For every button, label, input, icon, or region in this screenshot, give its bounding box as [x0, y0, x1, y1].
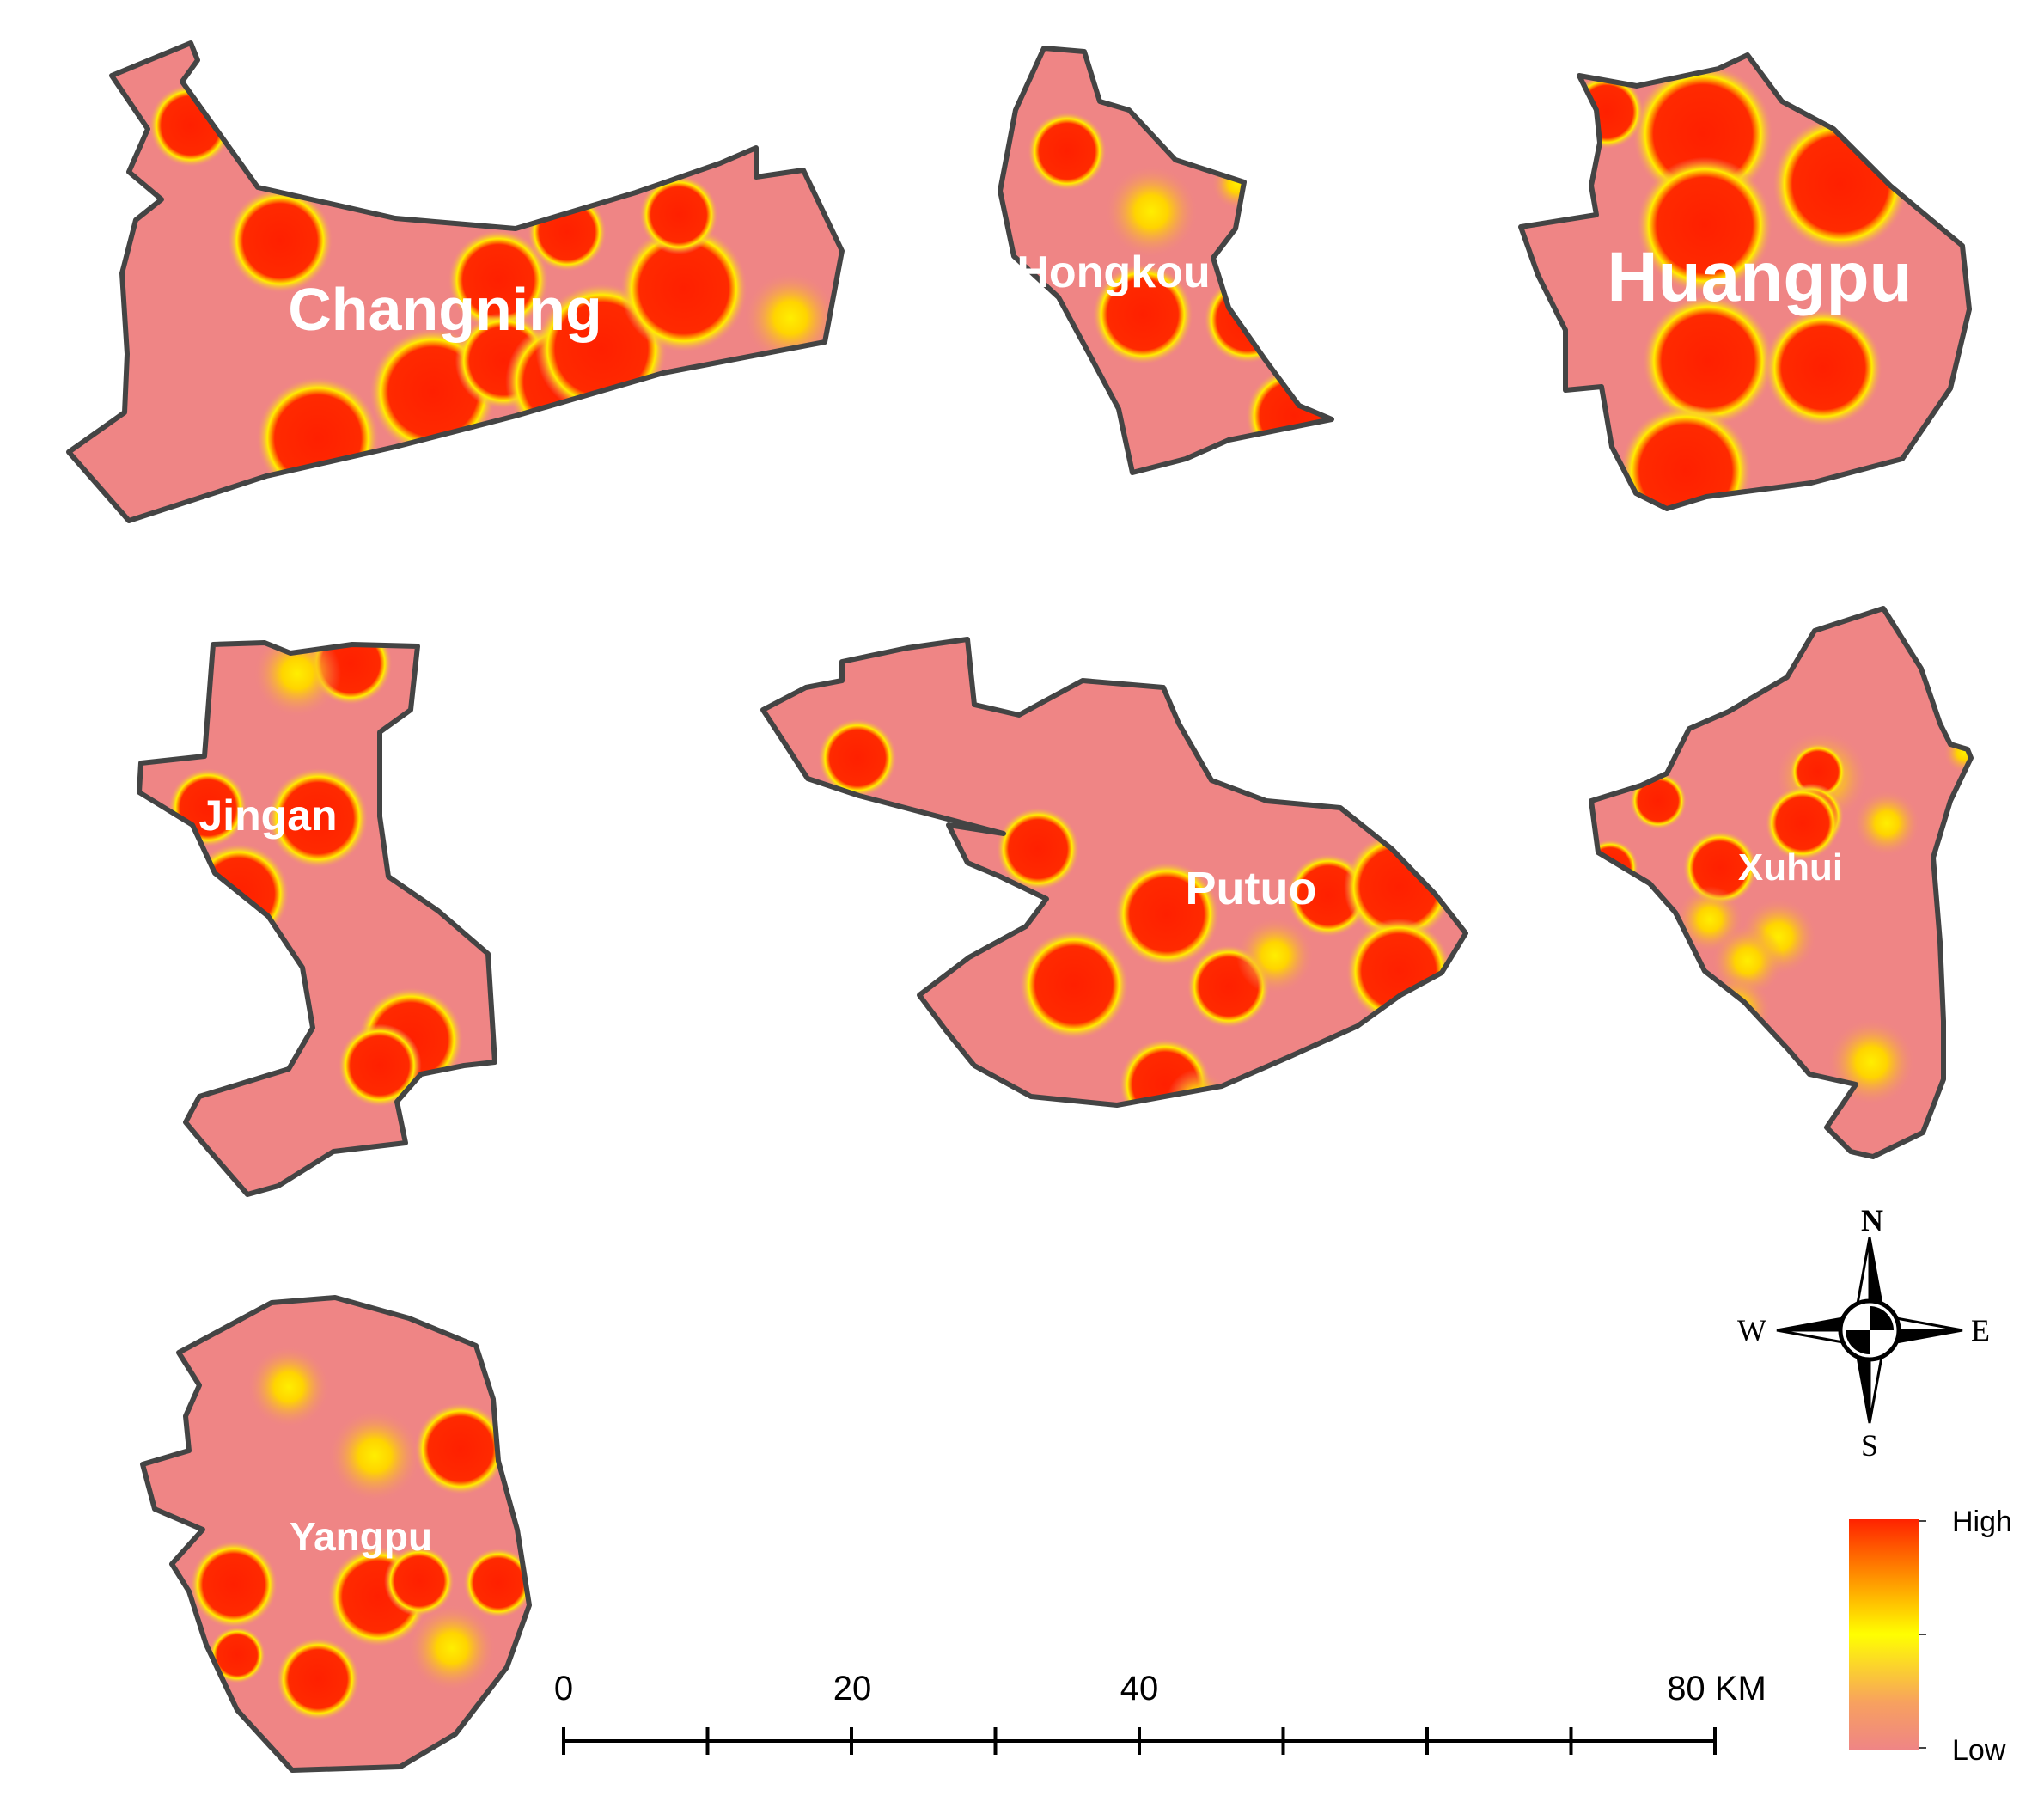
- hotspot-huangpu-3: [1642, 295, 1774, 427]
- hotspot-jingan-6: [338, 1023, 422, 1108]
- hotspot-huangpu-1: [1636, 156, 1773, 294]
- district-label-changning: Changning: [288, 276, 601, 343]
- hotspot-putuo-1: [996, 807, 1080, 891]
- hotspot-hongkou-0: [1027, 111, 1107, 192]
- hotspot-xuhui-12: [1629, 772, 1687, 830]
- district-boundary-changning: [66, 40, 845, 523]
- district-xuhui: [1589, 606, 1974, 1159]
- hotspot-hongkou-5: [1211, 158, 1263, 210]
- legend-low-label: Low: [1952, 1734, 2006, 1767]
- district-boundary-huangpu: [1518, 52, 1972, 511]
- hotspot-huangpu-4: [1763, 308, 1883, 428]
- district-label-xuhui: Xuhui: [1738, 846, 1843, 889]
- hotspot-putuo-0: [817, 718, 898, 798]
- district-putuo: [760, 637, 1468, 1108]
- hotspot-changning-1: [227, 187, 333, 294]
- hotspot-yangpu-2: [414, 1402, 507, 1495]
- hotspot-jingan-1: [253, 643, 341, 718]
- hotspot-yangpu-7: [408, 1604, 496, 1692]
- hotspot-yangpu-0: [247, 1346, 330, 1428]
- hotspot-putuo-10: [1167, 1069, 1229, 1105]
- hotspot-xuhui-3: [1591, 839, 1639, 897]
- compass-icon: N S W E: [1737, 1203, 1990, 1463]
- hotspot-xuhui-5: [1765, 785, 1840, 861]
- hotspot-yangpu-1: [328, 1409, 421, 1502]
- scale-bar: 0 20 40 80 KM: [554, 1670, 1766, 1755]
- district-label-yangpu: Yangpu: [290, 1514, 432, 1559]
- hotspot-xuhui-6: [1853, 790, 1920, 857]
- district-boundary-xuhui: [1589, 606, 1974, 1159]
- hotspot-xuhui-4: [1682, 830, 1758, 906]
- hotspot-changning-2: [256, 376, 380, 500]
- hotspot-changning-10: [638, 174, 719, 255]
- district-changning: [66, 40, 845, 523]
- hotspot-yangpu-8: [276, 1637, 360, 1721]
- district-jingan: [137, 640, 497, 1197]
- district-label-huangpu: Huangpu: [1607, 238, 1912, 316]
- hotspot-hongkou-1: [1105, 165, 1198, 258]
- compass-north: N: [1861, 1203, 1883, 1237]
- hotspot-yangpu-3: [189, 1540, 278, 1629]
- scale-label-40: 40: [1120, 1670, 1159, 1707]
- hotspot-putuo-8: [1345, 918, 1452, 1024]
- hotspot-putuo-9: [1119, 1038, 1211, 1105]
- hotspot-putuo-5: [1236, 917, 1314, 994]
- legend-high-label: High: [1952, 1506, 2012, 1538]
- legend: High Low: [1849, 1506, 2012, 1767]
- district-huangpu: [1518, 52, 1972, 511]
- compass-south: S: [1861, 1428, 1878, 1463]
- district-label-putuo: Putuo: [1186, 863, 1317, 914]
- compass-east: E: [1971, 1313, 1990, 1347]
- district-yangpu: [140, 1295, 532, 1773]
- hotspot-xuhui-10: [1699, 974, 1772, 1047]
- hotspot-yangpu-6: [463, 1548, 529, 1618]
- hotspot-yangpu-5: [384, 1546, 455, 1616]
- district-label-jingan: Jingan: [198, 791, 337, 840]
- district-boundary-yangpu: [140, 1295, 532, 1773]
- district-boundary-hongkou: [998, 46, 1334, 475]
- compass-west: W: [1737, 1313, 1766, 1347]
- district-label-hongkou: Hongkou: [1016, 247, 1210, 297]
- hotspot-huangpu-5: [1620, 405, 1752, 509]
- scale-label-0: 0: [554, 1670, 573, 1707]
- scale-label-80: 80 KM: [1667, 1670, 1766, 1707]
- hotspot-hongkou-2: [1092, 264, 1193, 365]
- hotspot-changning-9: [619, 224, 748, 353]
- hotspot-putuo-3: [1019, 930, 1129, 1040]
- hotspot-changning-11: [744, 272, 837, 364]
- hotspot-yangpu-9: [208, 1626, 266, 1684]
- district-boundary-putuo: [760, 637, 1468, 1108]
- scale-label-20: 20: [833, 1670, 872, 1707]
- district-boundary-jingan: [137, 640, 497, 1197]
- hotspot-changning-4: [448, 229, 549, 331]
- legend-color-ramp: [1849, 1519, 1919, 1750]
- hotspot-jingan-3: [267, 767, 369, 869]
- hotspot-putuo-2: [1114, 861, 1220, 968]
- hotspot-xuhui-11: [1827, 1018, 1915, 1106]
- hotspot-hongkou-3: [1203, 275, 1292, 364]
